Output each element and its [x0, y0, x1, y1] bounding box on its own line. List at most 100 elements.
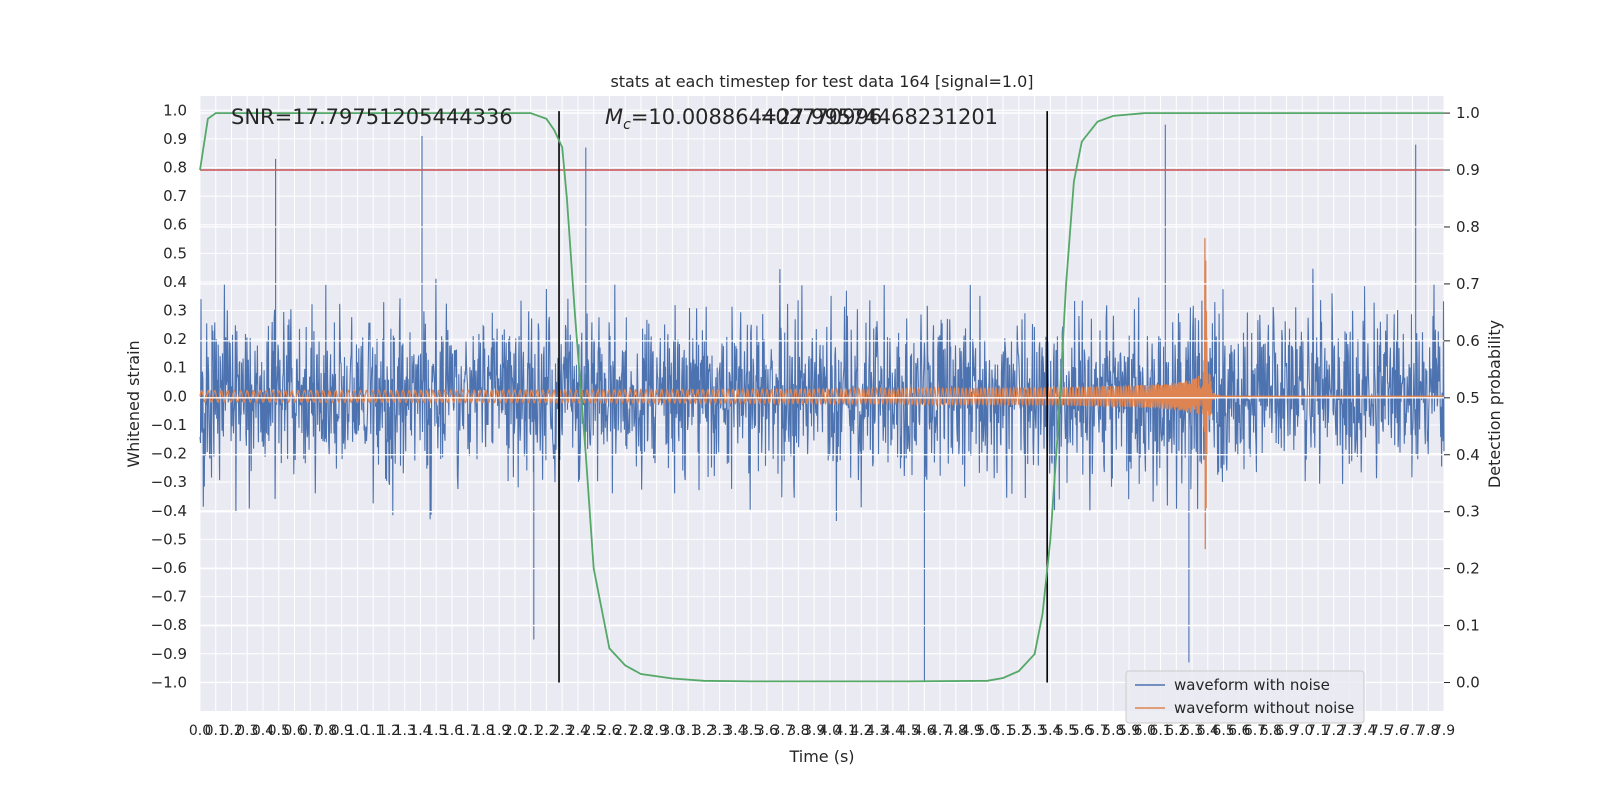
x-tick-label: 1.7	[457, 723, 479, 739]
x-tick-label: 7.5	[1370, 723, 1392, 739]
legend: waveform with noise waveform without noi…	[1125, 670, 1365, 724]
y-tick-label: −0.6	[151, 559, 187, 577]
x-tick-label: 6.7	[1244, 723, 1266, 739]
x-tick-label: 7.7	[1401, 723, 1423, 739]
x-tick-label: 2.2	[535, 723, 557, 739]
x-tick-label: 0.7	[299, 723, 321, 739]
x-tick-label: 6.4	[1197, 723, 1219, 739]
y2-tick-label: 0.4	[1456, 446, 1480, 464]
x-tick-label: 4.6	[913, 723, 935, 739]
x-tick-label: 4.4	[882, 723, 904, 739]
x-tick-label: 6.5	[1212, 723, 1234, 739]
x-axis-label: Time (s)	[788, 747, 854, 766]
x-tick-label: 3.5	[740, 723, 762, 739]
legend-entry-noise: waveform with noise	[1174, 676, 1330, 694]
x-tick-label: 3.8	[787, 723, 809, 739]
y-tick-label: 0.6	[163, 216, 187, 234]
y2-tick-label: 0.6	[1456, 332, 1480, 350]
x-tick-label: 0.6	[283, 723, 305, 739]
x-tick-label: 2.4	[567, 723, 589, 739]
x-tick-label: 3.0	[661, 723, 683, 739]
x-tick-label: 4.7	[929, 723, 951, 739]
x-tick-label: 0.1	[205, 723, 227, 739]
y-tick-label: −0.4	[151, 502, 187, 520]
x-tick-label: 7.9	[1433, 723, 1455, 739]
x-tick-label: 1.5	[425, 723, 447, 739]
x-tick-label: 5.3	[1023, 723, 1045, 739]
x-tick-label: 4.8	[945, 723, 967, 739]
chart-title: stats at each timestep for test data 164…	[610, 72, 1033, 91]
y-tick-label: 0.9	[163, 130, 187, 148]
x-tick-label: 4.0	[819, 723, 841, 739]
line-waveform-with-noise	[199, 124, 1445, 683]
legend-entry-clean: waveform without noise	[1174, 699, 1354, 717]
x-tick-label: 7.4	[1354, 723, 1376, 739]
x-tick-label: 3.9	[803, 723, 825, 739]
x-tick-label: 3.2	[693, 723, 715, 739]
y2-tick-label: 0.5	[1456, 389, 1480, 407]
y-tick-label: 0.1	[163, 359, 187, 377]
series-detection-probability	[199, 112, 1444, 683]
y2-tick-label: 0.9	[1456, 161, 1480, 179]
x-tick-label: 5.1	[992, 723, 1014, 739]
y-tick-label: 0.8	[163, 159, 187, 177]
x-tick-label: 6.2	[1165, 723, 1187, 739]
y-tick-label: −0.5	[151, 530, 187, 548]
y-tick-label: −0.9	[151, 645, 187, 663]
x-tick-label: 3.4	[724, 723, 746, 739]
x-tick-label: 0.8	[315, 723, 337, 739]
x-tick-label: 0.9	[331, 723, 353, 739]
legend-box	[1125, 670, 1365, 724]
x-tick-label: 5.5	[1055, 723, 1077, 739]
x-tick-label: 4.9	[960, 723, 982, 739]
x-tick-label: 1.0	[346, 723, 368, 739]
x-tick-label: 5.9	[1118, 723, 1140, 739]
x-tick-label: 7.1	[1307, 723, 1329, 739]
y-tick-label: 0.2	[163, 330, 187, 348]
x-tick-label: 2.5	[583, 723, 605, 739]
y-axis-ticks: 1.0 0.9 0.8 0.7 0.6 0.5 0.4 0.3 0.2 0.1 0.0 −0.1 −0.…	[151, 101, 187, 691]
y2-tick-label: 0.3	[1456, 503, 1480, 521]
x-tick-label: 6.1	[1149, 723, 1171, 739]
x-tick-label: 2.9	[646, 723, 668, 739]
x-tick-label: 7.2	[1323, 723, 1345, 739]
x-tick-label: 6.3	[1181, 723, 1203, 739]
y2-tick-label: 1.0	[1456, 104, 1480, 122]
y2-tick-label: 0.7	[1456, 275, 1480, 293]
x-tick-label: 6.6	[1228, 723, 1250, 739]
x-tick-label: 5.0	[976, 723, 998, 739]
x-tick-label: 1.3	[394, 723, 416, 739]
x-tick-label: 1.2	[378, 723, 400, 739]
series-waveform-with-noise	[199, 124, 1445, 683]
x-tick-label: 6.9	[1275, 723, 1297, 739]
x-tick-label: 3.1	[677, 723, 699, 739]
x-tick-label: 5.8	[1102, 723, 1124, 739]
x-tick-label: 4.5	[897, 723, 919, 739]
y2-tick-label: 0.0	[1456, 674, 1480, 692]
x-tick-label: 4.2	[850, 723, 872, 739]
x-tick-label: 2.6	[598, 723, 620, 739]
y-tick-label: −0.8	[151, 616, 187, 634]
x-tick-label: 2.1	[520, 723, 542, 739]
x-tick-label: 2.7	[614, 723, 636, 739]
y-tick-label: 0.3	[163, 302, 187, 320]
x-tick-label: 4.3	[866, 723, 888, 739]
x-tick-label: 6.0	[1134, 723, 1156, 739]
reference-lines	[200, 111, 1444, 683]
x-tick-label: 3.7	[772, 723, 794, 739]
x-tick-label: 1.8	[472, 723, 494, 739]
x-tick-label: 1.6	[441, 723, 463, 739]
x-tick-label: 5.7	[1086, 723, 1108, 739]
x-tick-label: 2.8	[630, 723, 652, 739]
x-tick-label: 0.3	[236, 723, 258, 739]
x-tick-label: 2.3	[551, 723, 573, 739]
annotation-chirp-mass: Mc=10.008864402770996	[605, 105, 882, 133]
x-tick-label: 3.3	[709, 723, 731, 739]
y-tick-label: 0.4	[163, 273, 187, 291]
x-tick-label: 0.4	[252, 723, 274, 739]
x-tick-label: 0.2	[220, 723, 242, 739]
y-tick-label: −0.2	[151, 445, 187, 463]
x-tick-label: 7.3	[1338, 723, 1360, 739]
